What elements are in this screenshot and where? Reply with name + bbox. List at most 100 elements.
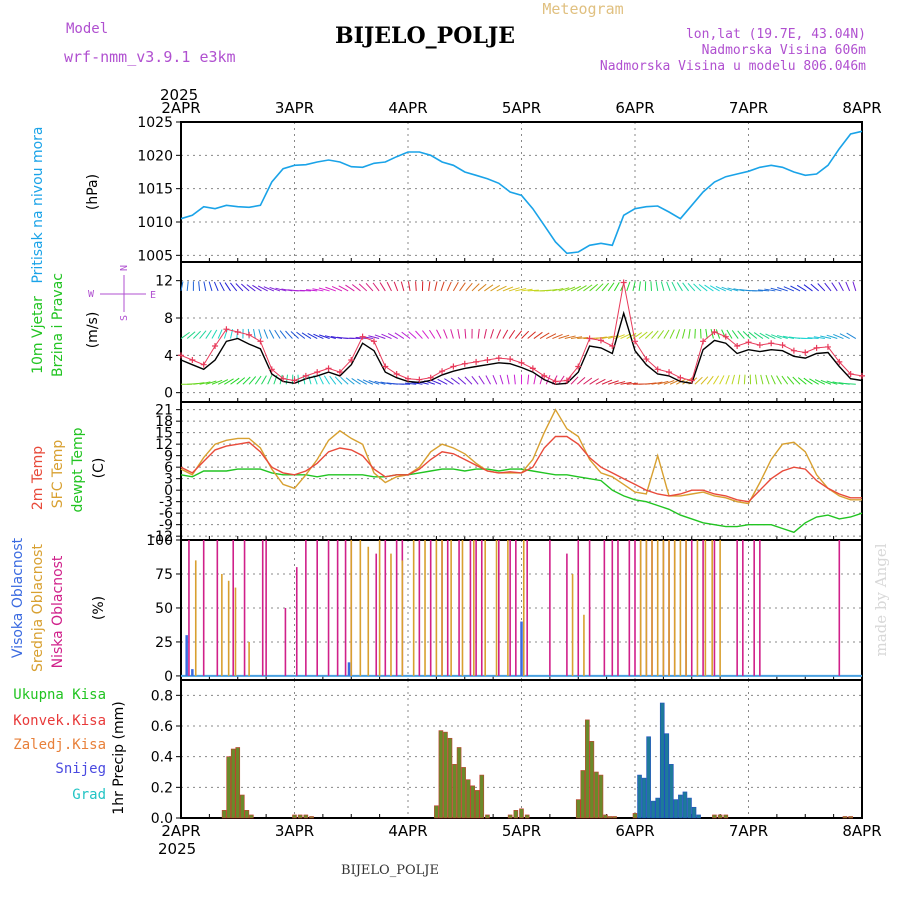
wind-barb	[846, 332, 857, 339]
wind-barb	[748, 331, 758, 339]
y-tick-label: 0.8	[151, 688, 173, 704]
precip-bar	[438, 730, 444, 819]
wind-barb	[471, 376, 479, 385]
wind-barb	[193, 330, 201, 339]
wind-barb	[307, 374, 312, 385]
wind-barb	[368, 335, 380, 340]
wind-barb	[415, 330, 423, 339]
wind-barb	[502, 329, 509, 339]
wind-barb	[193, 382, 205, 385]
wind-barb	[269, 286, 281, 292]
wind-barb	[601, 379, 613, 385]
wind-barb	[743, 374, 746, 385]
wind-barb	[721, 286, 733, 292]
x-tick-label-top: 2APR	[161, 99, 200, 117]
wind-barb	[408, 331, 417, 339]
legend-frozen: Zaledj.Kisa	[13, 737, 106, 753]
precip-bar	[659, 702, 665, 819]
wind-barb	[698, 284, 708, 292]
wind-barb	[205, 329, 212, 339]
wind-barb	[325, 286, 336, 292]
precip-bar	[632, 813, 638, 819]
wind-barb	[351, 377, 361, 385]
wind-barb	[595, 378, 606, 385]
wind-barb	[180, 281, 184, 292]
wind-barb	[345, 284, 355, 292]
y-tick-label: 21	[155, 403, 173, 419]
precip-bar	[842, 816, 848, 819]
wind-barb	[797, 377, 807, 385]
wind-barb	[323, 375, 331, 385]
x-tick-label-top: 5APR	[502, 99, 541, 117]
wind-barb	[205, 380, 217, 385]
footer-station: BIJELO_POLJE	[341, 863, 439, 878]
wind-barb	[464, 328, 467, 339]
precip-bar	[575, 799, 581, 819]
y-tick-label: 1015	[137, 182, 173, 198]
wind-barb	[319, 334, 330, 340]
legend-snow: Snijeg	[55, 761, 106, 777]
wind-barb	[533, 331, 543, 339]
wind-barb	[552, 333, 563, 339]
wind-barb	[657, 330, 665, 339]
legend-grad: Grad	[72, 787, 106, 803]
wind-barb	[261, 375, 267, 385]
wind-barb	[415, 281, 417, 291]
station-title: BIJELO_POLJE	[335, 23, 515, 49]
wind-barb	[803, 284, 813, 292]
precip-bar	[221, 810, 227, 819]
wind-barb	[765, 333, 776, 339]
y-tick-label: 1020	[137, 148, 173, 164]
wind-barb	[783, 286, 795, 292]
precip-bar	[507, 814, 513, 819]
wind-barb	[274, 329, 281, 339]
wind-barb	[786, 376, 795, 385]
wind-barb	[490, 329, 495, 339]
wind-barb	[570, 376, 579, 385]
precip-bar	[309, 816, 314, 819]
pressure-ylabel: Pritisak na nivou mora	[30, 126, 46, 283]
wind-barb	[365, 283, 374, 292]
wind-barb	[790, 285, 801, 292]
wind-barb	[380, 381, 392, 385]
wind-barb	[372, 282, 380, 292]
y-tick-label: 25	[155, 635, 173, 651]
precip-bar	[580, 770, 586, 819]
wind-barb	[394, 332, 405, 339]
credit-watermark: made by Angel	[872, 543, 890, 656]
precip-bar	[712, 814, 717, 819]
precip-bar	[479, 774, 485, 819]
wind-barb	[620, 333, 631, 339]
wind-barb	[826, 380, 838, 385]
wind-barb	[386, 281, 392, 292]
wind-barb	[224, 282, 231, 292]
wind-barb	[464, 376, 473, 385]
compass-s: S	[119, 315, 130, 321]
precip-panel: 0.0 0.2 0.4 0.6 0.8	[151, 679, 863, 827]
wind-barb	[217, 329, 223, 339]
wind-barb	[502, 286, 514, 292]
wind-barb	[313, 333, 324, 339]
wind-barb	[776, 334, 788, 340]
precip-bar	[717, 814, 723, 819]
temp-unit: (C)	[91, 458, 107, 479]
wind-barb	[477, 283, 487, 292]
wind-barb	[318, 375, 324, 385]
wind-barb	[253, 328, 256, 339]
wind-barb	[533, 374, 537, 385]
wind-barb	[235, 283, 244, 292]
wind-barb	[675, 329, 681, 339]
wind-barb	[203, 281, 207, 292]
wind-barb	[777, 287, 788, 292]
wind-barb	[770, 375, 776, 385]
precip-bar	[485, 814, 490, 819]
wind-barb	[666, 281, 671, 292]
wind-barb	[450, 329, 454, 339]
precip-bar	[589, 741, 595, 819]
precip-bar	[292, 814, 297, 819]
model-name: wrf-nmm_v3.9.1 e3km	[64, 48, 236, 66]
wind-ylabel: 10m Vjetar	[30, 296, 46, 374]
wind-barb	[681, 329, 686, 339]
precip-bar	[848, 816, 853, 819]
